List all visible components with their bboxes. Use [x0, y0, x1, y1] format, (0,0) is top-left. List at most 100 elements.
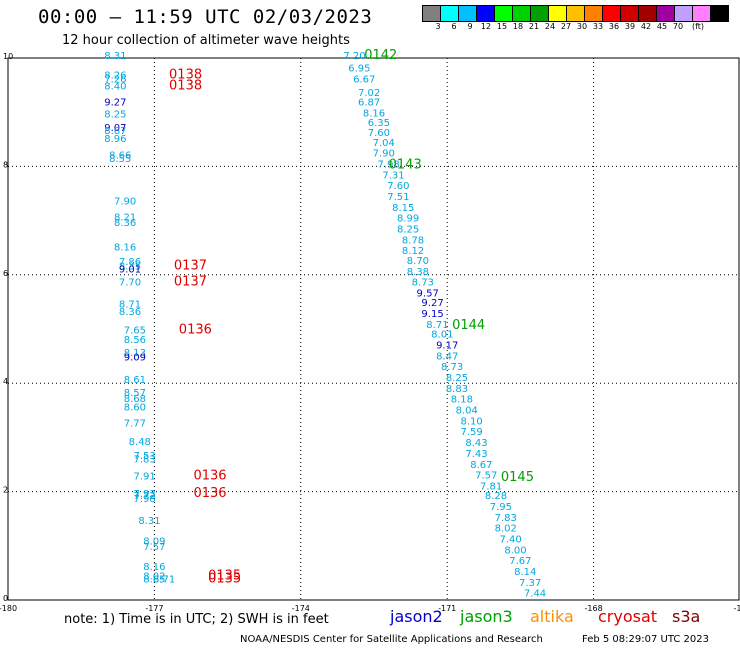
x-tick-label: -177 — [145, 604, 163, 613]
data-point-label: 8.21 — [114, 213, 136, 224]
data-point-label: 7.90 — [114, 196, 136, 207]
data-point-label: 8.71 — [426, 320, 448, 331]
pass-time-label: 0145 — [501, 470, 534, 485]
pass-time-label: 0138 — [169, 68, 202, 83]
color-scale-label: 39 — [624, 22, 636, 31]
data-point-label: 8.48 — [129, 437, 151, 448]
data-point-label: 6.87 — [358, 98, 380, 109]
data-point-label: 8.66 — [109, 150, 131, 161]
data-point-label: 9.07 — [104, 123, 126, 134]
data-point-label: 7.20 — [343, 51, 365, 62]
y-tick-label: 4 — [3, 377, 8, 386]
data-point-label: 7.98 — [378, 159, 400, 170]
data-point-label: 8.31 — [138, 516, 160, 527]
color-scale-bar — [422, 5, 729, 22]
legend-jason3: jason3 — [460, 607, 513, 626]
data-point-label: 7.02 — [358, 88, 380, 99]
data-point-label: 7.95 — [490, 502, 512, 513]
data-point-label: 8.61 — [124, 375, 146, 386]
data-point-label: 8.68 — [124, 394, 146, 405]
data-point-label: 7.31 — [382, 170, 404, 181]
data-point-label: 7.86 — [119, 257, 141, 268]
color-scale-unit: (ft) — [692, 22, 705, 31]
pass-time-label: 0142 — [364, 48, 397, 63]
data-point-label: 8.67 — [470, 460, 492, 471]
data-point-label: 7.43 — [465, 449, 487, 460]
footnote: note: 1) Time is in UTC; 2) SWH is in fe… — [64, 612, 329, 627]
x-tick-label: -180 — [0, 604, 17, 613]
data-point-label: 8.16 — [114, 242, 136, 253]
data-point-label: 8.99 — [397, 214, 419, 225]
color-scale-label: 6 — [451, 22, 457, 31]
data-point-label: 7.59 — [460, 427, 482, 438]
data-point-label: 8.73 — [441, 362, 463, 373]
data-point-label: 9.17 — [436, 341, 458, 352]
data-point-label: 7.51 — [387, 192, 409, 203]
legend-jason2: jason2 — [390, 607, 443, 626]
pass-time-label: 0136 — [193, 469, 226, 484]
data-point-label: 8.10 — [460, 416, 482, 427]
color-scale-label: 30 — [576, 22, 588, 31]
data-point-label: 7.65 — [124, 325, 146, 336]
data-point-label: 8.04 — [456, 406, 478, 417]
data-point-label: 8.25 — [104, 110, 126, 121]
pass-time-label: 0135 — [208, 568, 241, 583]
legend-cryosat: cryosat — [598, 607, 658, 626]
data-point-label: 8.02 — [143, 571, 165, 582]
data-point-label: 9.09 — [124, 352, 146, 363]
data-point-label: 6.67 — [353, 74, 375, 85]
legend-altika: altika — [530, 607, 574, 626]
color-swatch — [710, 5, 729, 22]
data-point-label: 7.83 — [495, 513, 517, 524]
data-point-label: 9.27 — [421, 298, 443, 309]
color-scale-label: 21 — [528, 22, 540, 31]
color-scale-label: 70 — [672, 22, 684, 31]
data-point-label: 7.57 — [475, 471, 497, 482]
data-point-label: 8.83 — [446, 384, 468, 395]
y-tick-label: 2 — [3, 486, 8, 495]
generated-timestamp: Feb 5 08:29:07 UTC 2023 — [582, 634, 709, 645]
page-subtitle: 12 hour collection of altimeter wave hei… — [62, 33, 350, 48]
data-point-label: 8.60 — [124, 402, 146, 413]
data-point-label: 8.02 — [495, 524, 517, 535]
y-tick-label: 6 — [3, 269, 8, 278]
color-scale-label: 45 — [656, 22, 668, 31]
data-point-label: 8.57 — [124, 388, 146, 399]
x-tick-label: -171 — [438, 604, 456, 613]
data-point-label: 8.26 — [104, 71, 126, 82]
data-point-label: 7.93 — [134, 489, 156, 500]
data-point-label: 7.91 — [134, 472, 156, 483]
y-tick-label: 8 — [3, 160, 8, 169]
data-point-label: 7.72 — [134, 491, 156, 502]
data-point-label: 9.57 — [417, 288, 439, 299]
data-point-label: 8.16 — [363, 109, 385, 120]
data-point-label: 8.40 — [104, 81, 126, 92]
data-point-label: 8.31 — [104, 51, 126, 62]
credit-line: NOAA/NESDIS Center for Satellite Applica… — [240, 634, 543, 645]
data-point-label: 8.67 — [104, 126, 126, 137]
pass-time-label: 0136 — [193, 486, 226, 501]
data-point-label: 8.55 — [109, 154, 131, 165]
data-point-label: 7.67 — [509, 556, 531, 567]
pass-time-label: 0137 — [174, 258, 207, 273]
x-tick-label: -174 — [292, 604, 310, 613]
plot-frame — [7, 57, 740, 601]
x-tick-label: -16 — [733, 604, 740, 613]
data-point-label: 8.35 — [119, 261, 141, 272]
data-point-label: 8.36 — [114, 218, 136, 229]
data-point-label: 9.15 — [421, 309, 443, 320]
data-point-label: 8.47 — [436, 351, 458, 362]
data-point-label: 7.26 — [104, 74, 126, 85]
color-scale-label: 24 — [544, 22, 556, 31]
color-scale-label: 33 — [592, 22, 604, 31]
data-point-label: 6.35 — [368, 118, 390, 129]
data-point-label: 8.36 — [119, 307, 141, 318]
data-point-label: 8.25 — [446, 373, 468, 384]
data-point-label: 8.13 — [124, 348, 146, 359]
data-point-label: 7.53 — [134, 451, 156, 462]
data-point-label: 7.44 — [524, 589, 546, 600]
pass-time-label: 0138 — [169, 78, 202, 93]
color-scale-label: 3 — [435, 22, 441, 31]
data-point-label: 8.65 — [143, 575, 165, 586]
data-point-label: 7.98 — [134, 494, 156, 505]
